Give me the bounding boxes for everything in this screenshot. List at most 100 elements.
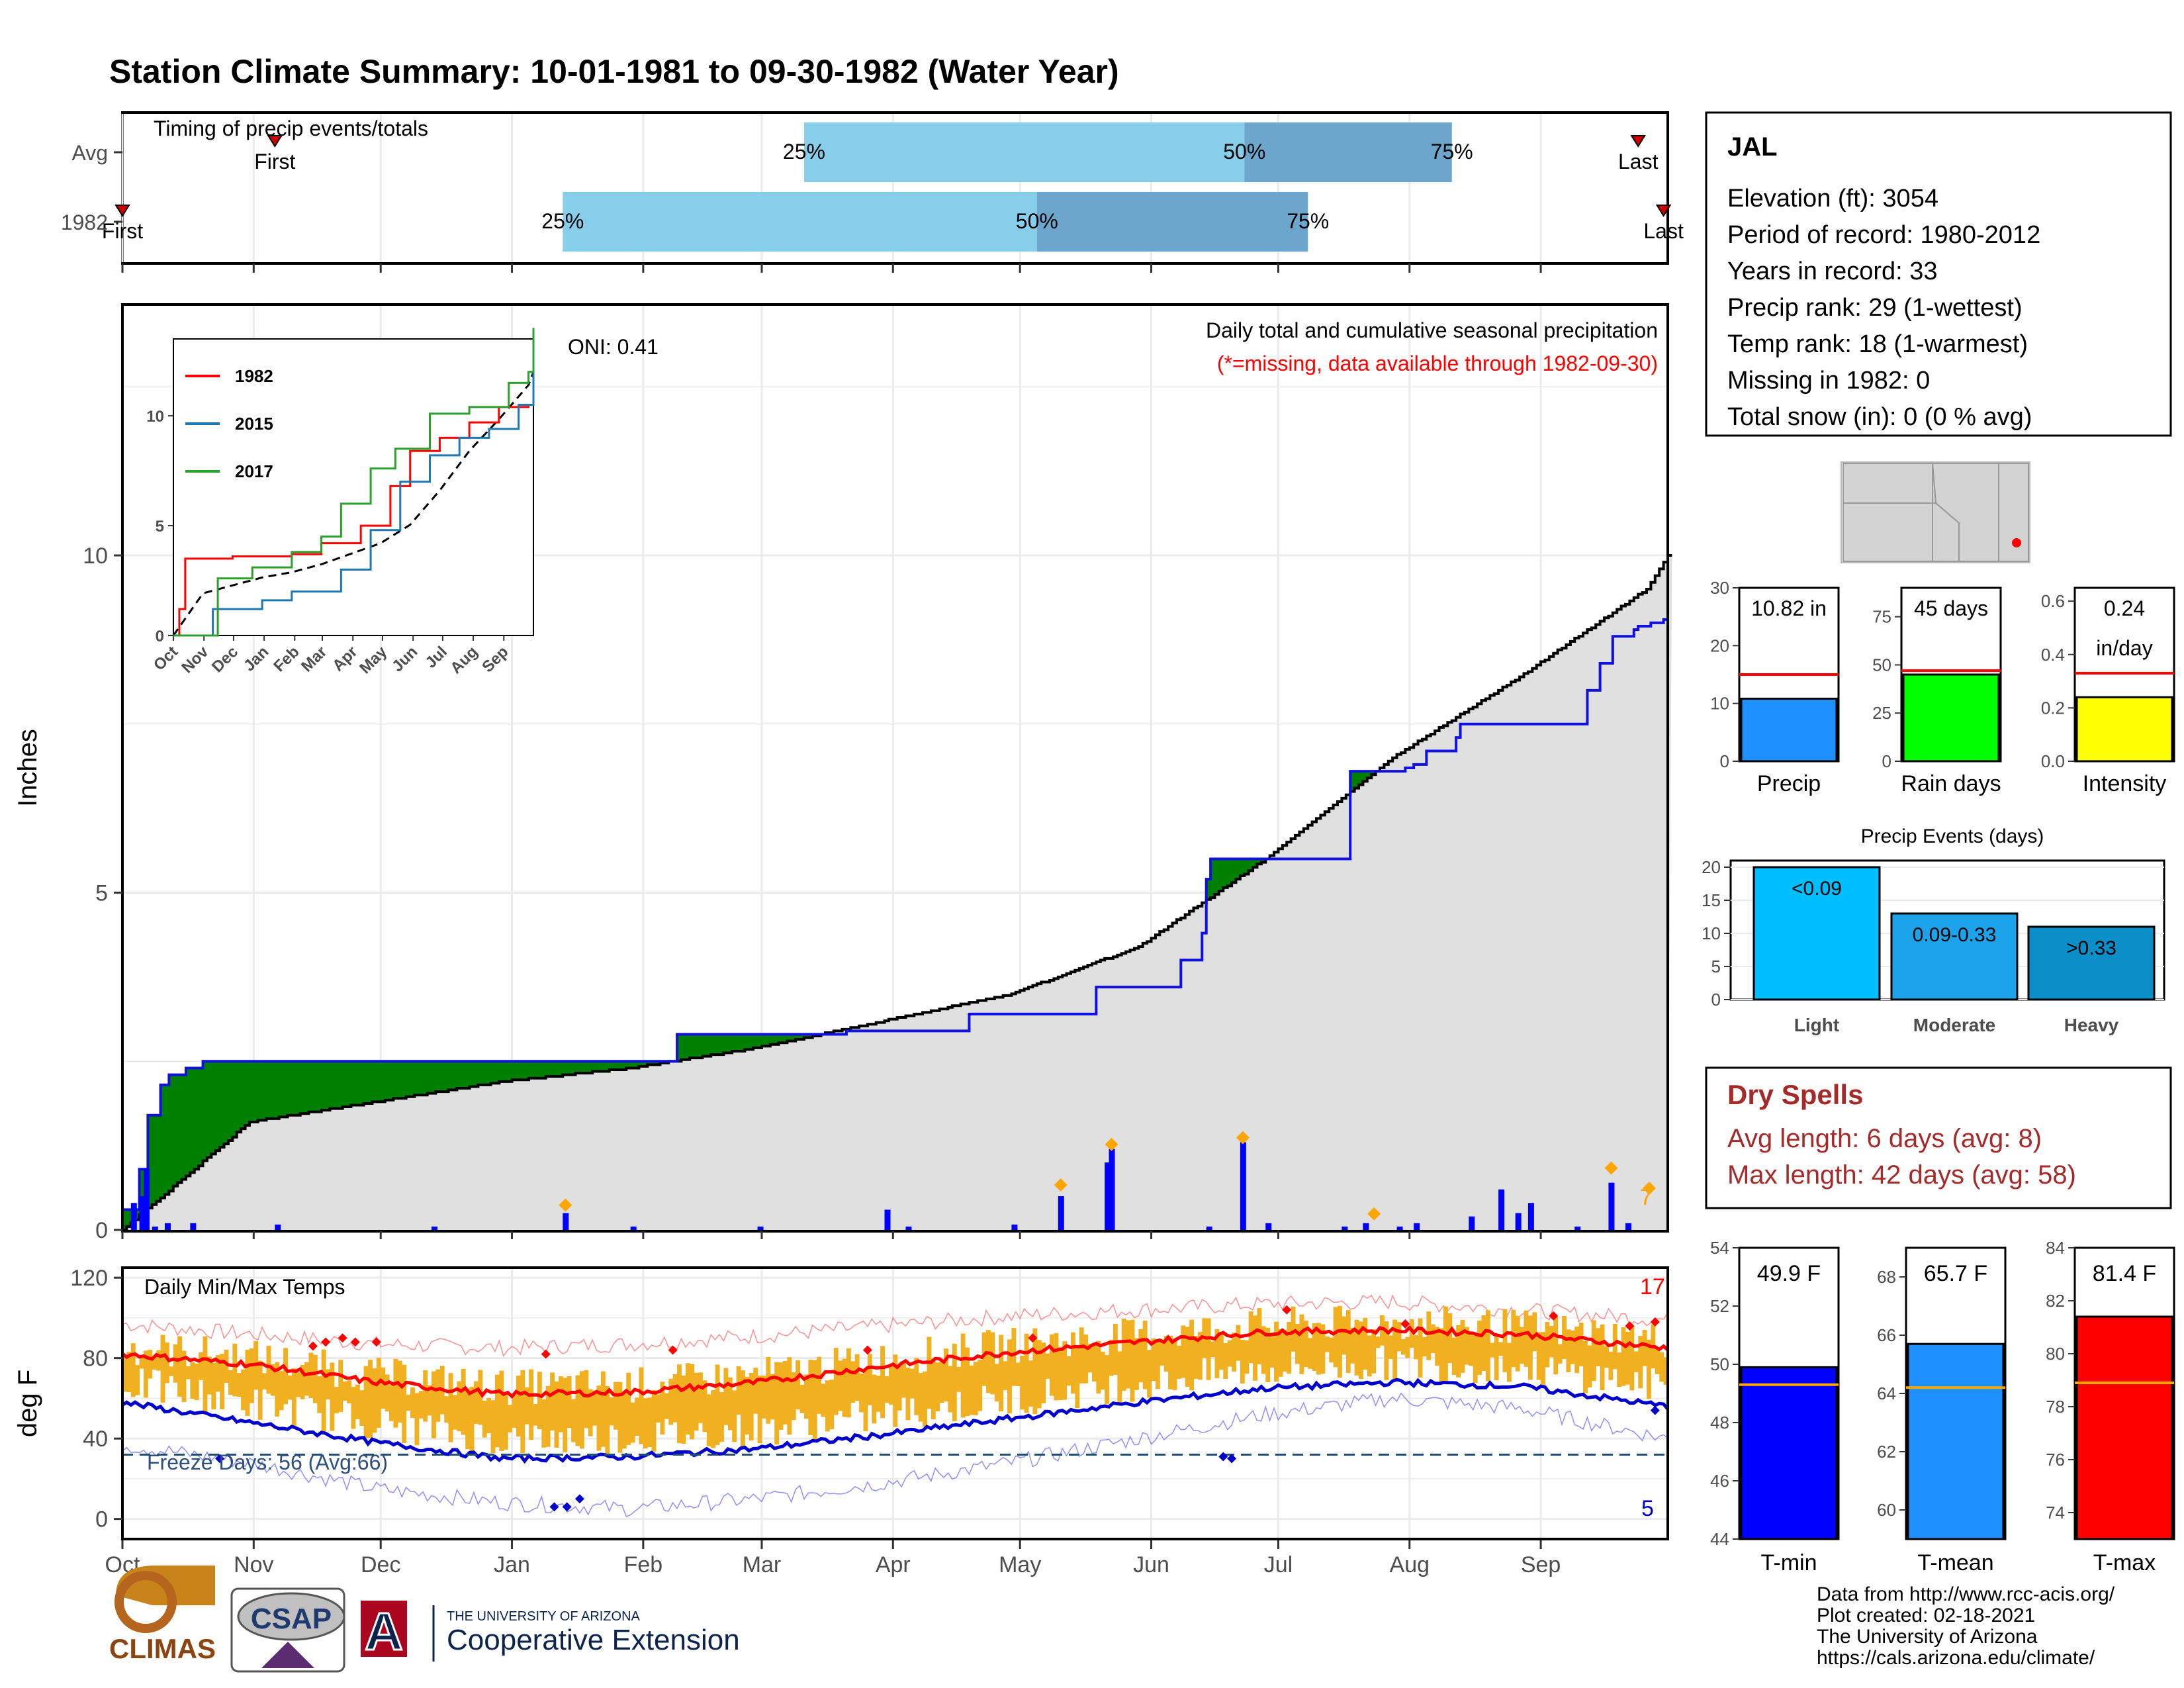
ua-logo-top: THE UNIVERSITY OF ARIZONA (447, 1609, 641, 1624)
above-average-area (1218, 859, 1224, 891)
above-average-area (643, 1061, 648, 1066)
daily-temp-bar (1329, 1337, 1334, 1363)
precip-ylabel: Inches (13, 729, 42, 807)
daily-temp-bar (249, 1348, 254, 1403)
avg-min-line (121, 1378, 1669, 1464)
daily-temp-bar (148, 1350, 153, 1379)
events-tick-label: 5 (1711, 957, 1721, 976)
daily-temp-bar (1015, 1362, 1021, 1386)
daily-temp-bar (986, 1330, 991, 1393)
mini-bar-value (1740, 698, 1838, 763)
daily-precip-bar (1265, 1223, 1272, 1230)
above-average-area (359, 1061, 365, 1105)
month-tick-label: Nov (234, 1552, 273, 1577)
daily-temp-bar (1121, 1318, 1126, 1391)
inset-average-line (172, 371, 535, 636)
daily-temp-bar (291, 1368, 296, 1427)
above-average-area (338, 1061, 343, 1109)
events-bar-label: >0.33 (2066, 937, 2116, 959)
daily-temp-bar (1172, 1338, 1177, 1390)
record-low-marker (1650, 1405, 1660, 1415)
daily-temp-bar (1473, 1335, 1478, 1383)
above-average-area (452, 1061, 457, 1090)
daily-temp-bar (156, 1350, 161, 1371)
daily-temp-bar (1574, 1326, 1580, 1374)
record-high-marker (1028, 1333, 1038, 1343)
above-average-area (215, 1061, 220, 1151)
above-average-area (791, 1034, 796, 1041)
temp-bar-tick-label: 78 (2046, 1397, 2065, 1417)
above-average-area (199, 1068, 204, 1166)
month-tick-label: Feb (624, 1552, 663, 1577)
daily-temp-bar (296, 1372, 301, 1397)
above-average-area (545, 1061, 551, 1077)
daily-temp-bar (1253, 1315, 1257, 1381)
daily-temp-bar (1354, 1319, 1359, 1376)
record-low-marker (215, 1454, 225, 1464)
daily-temp-bar (935, 1362, 940, 1412)
daily-temp-bar (956, 1366, 962, 1392)
daily-temp-bar (152, 1357, 157, 1370)
record-precip-marker (1643, 1182, 1657, 1196)
temp-bar-tick-label: 74 (2046, 1503, 2065, 1523)
temp-bar-tick-label: 82 (2046, 1291, 2065, 1311)
above-average-area (719, 1034, 725, 1055)
timing-p25-label: 25% (541, 209, 584, 233)
daily-temp-bar (1359, 1321, 1363, 1380)
daily-temp-bar (1541, 1332, 1545, 1385)
daily-temp-bar (554, 1382, 559, 1448)
daily-temp-bar (817, 1356, 822, 1414)
mini-bar-tick-label: 75 (1872, 607, 1891, 627)
month-tick-label: Mar (743, 1552, 782, 1577)
above-average-area (1236, 859, 1241, 880)
daily-temp-bar (1527, 1315, 1533, 1380)
above-average-area (439, 1061, 445, 1092)
daily-temp-bar (803, 1374, 809, 1419)
daily-temp-bar (1426, 1311, 1432, 1360)
mini-bar-value-label: 0.24 (2104, 596, 2145, 620)
above-average-area (266, 1061, 271, 1119)
above-average-area (575, 1061, 580, 1074)
daily-temp-bar (317, 1376, 322, 1413)
above-average-area (126, 1209, 132, 1227)
daily-temp-bar (1197, 1332, 1203, 1380)
above-average-area (639, 1061, 644, 1066)
daily-temp-bar (1176, 1345, 1181, 1379)
daily-temp-bar (1240, 1340, 1245, 1384)
daily-temp-bar (617, 1382, 623, 1453)
daily-temp-bar (1392, 1319, 1398, 1380)
daily-temp-bar (1295, 1323, 1300, 1364)
daily-temp-bar (584, 1370, 589, 1429)
temp-bar-tick-label: 54 (1710, 1238, 1729, 1258)
daily-temp-bar (1303, 1320, 1308, 1368)
above-average-area (418, 1061, 424, 1096)
daily-temp-bar (1189, 1319, 1195, 1391)
mini-bar-label: Precip (1757, 771, 1821, 796)
daily-temp-bar (199, 1352, 204, 1380)
daily-temp-bar (185, 1366, 191, 1380)
record-precip-marker (1054, 1178, 1068, 1192)
temp-ytick-label: 80 (83, 1346, 108, 1372)
timing-bar-q1 (803, 122, 1245, 182)
record-high-marker (1625, 1321, 1635, 1331)
events-tick-label: 15 (1702, 890, 1721, 910)
above-average-area (520, 1061, 525, 1080)
daily-temp-bar (190, 1362, 195, 1399)
above-average-area (152, 1115, 157, 1205)
daily-temp-bar (508, 1405, 513, 1432)
temp-bar-tick-label: 62 (1877, 1442, 1896, 1462)
mini-bar-tick-label: 25 (1872, 703, 1891, 723)
daily-temp-bar (206, 1356, 212, 1395)
above-average-area (1257, 859, 1262, 865)
daily-temp-bar (1269, 1333, 1275, 1368)
temp-bar-tick-label: 66 (1877, 1325, 1896, 1345)
above-average-area (203, 1061, 208, 1161)
daily-temp-bar (494, 1374, 500, 1448)
daily-temp-bar (651, 1390, 657, 1452)
climas-logo: CLIMAS (109, 1566, 216, 1664)
above-average-area (588, 1061, 593, 1074)
timing-row-label: Avg (71, 141, 108, 165)
daily-temp-bar (774, 1362, 780, 1445)
daily-temp-bar (639, 1367, 644, 1444)
daily-temp-bar (715, 1364, 720, 1445)
